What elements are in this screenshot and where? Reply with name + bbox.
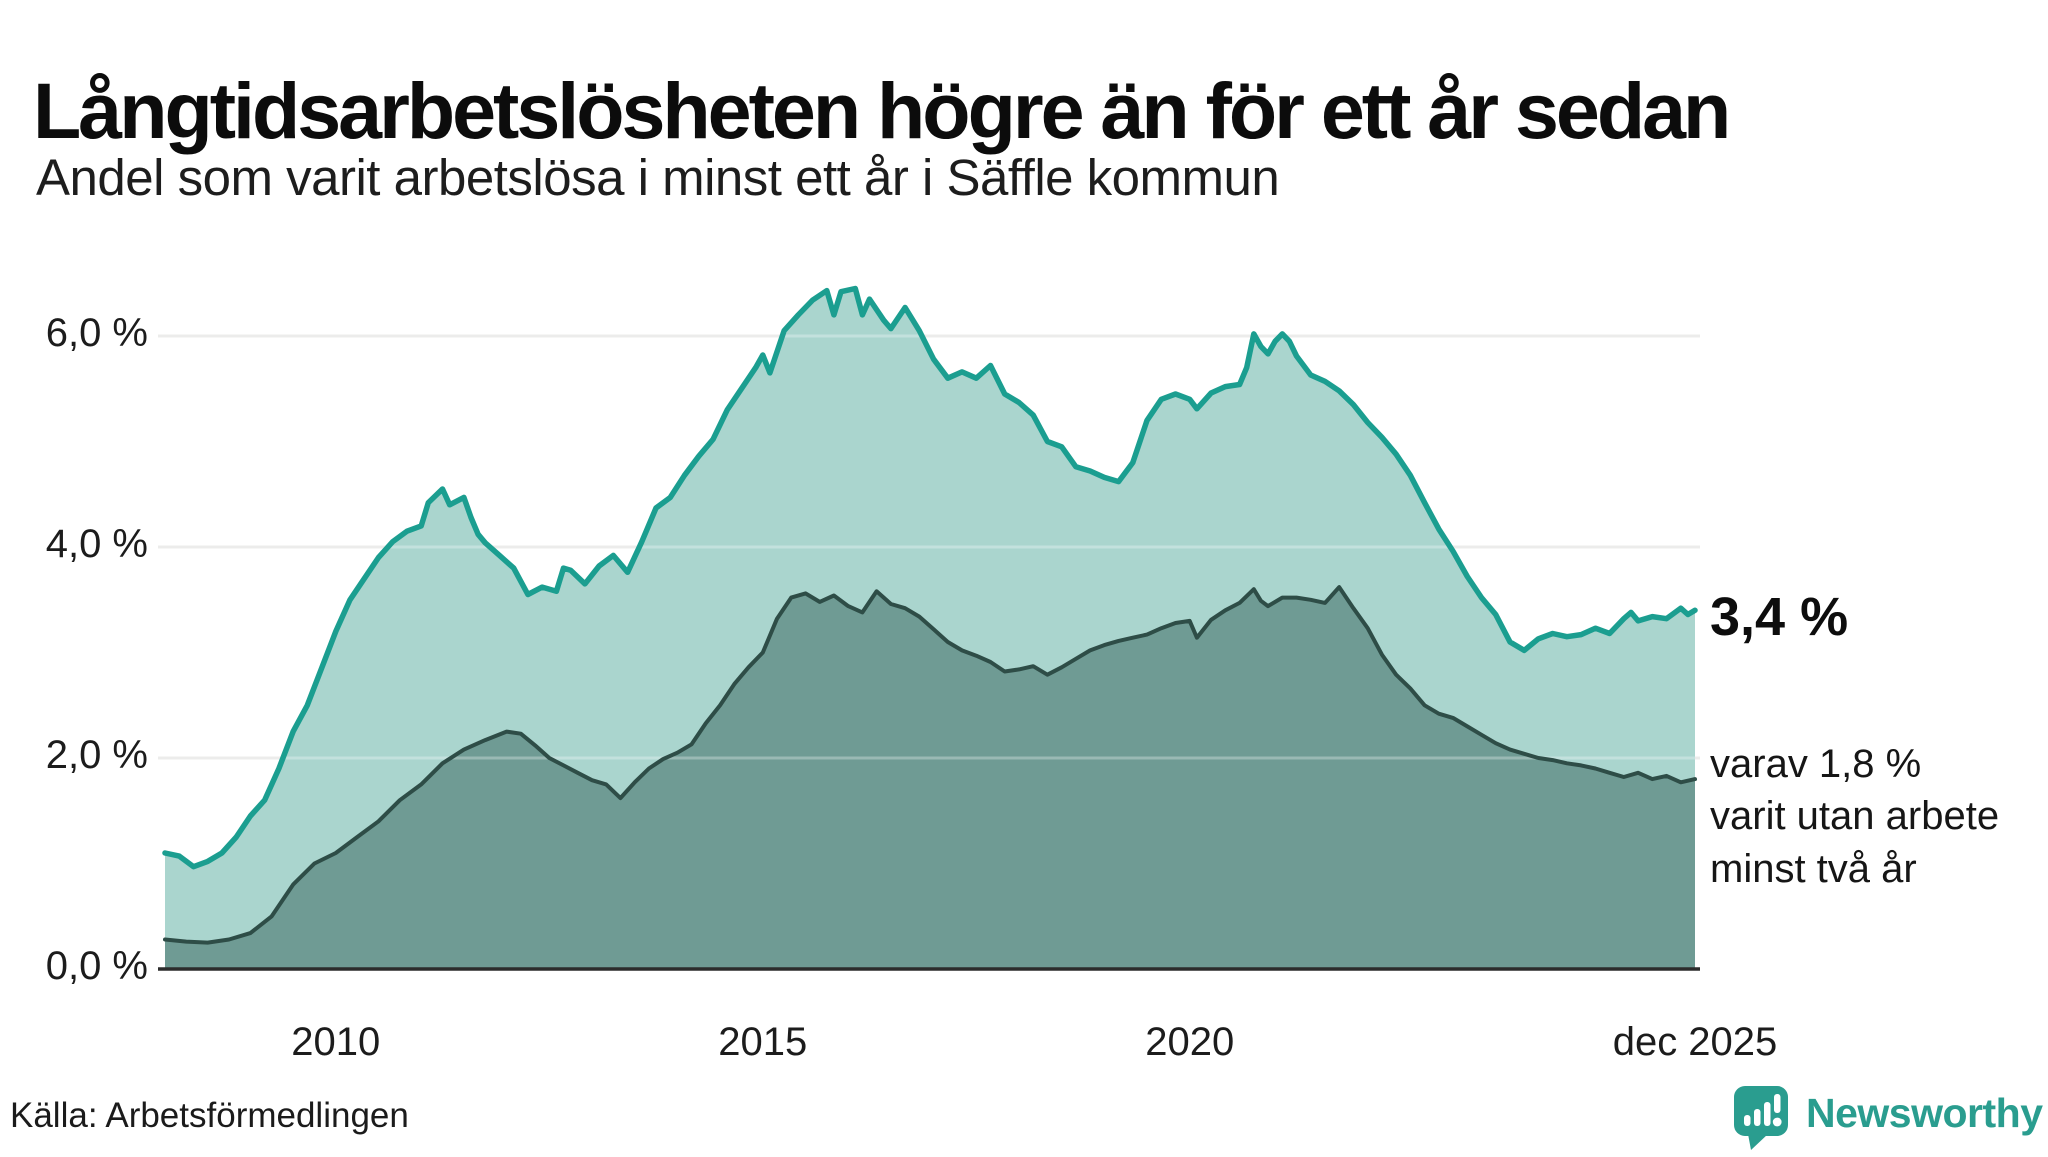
annotation-breakdown-line-2: varit utan arbete bbox=[1710, 794, 2000, 839]
annotation-latest-total: 3,4 % bbox=[1710, 587, 1849, 647]
y-tick-label-2: 2,0 % bbox=[45, 733, 148, 777]
newsworthy-icon bbox=[1734, 1086, 1788, 1150]
chart-line-two-year bbox=[163, 585, 1697, 945]
annotation-two-year-breakdown: varav 1,8 % varit utan arbete minst två … bbox=[1710, 738, 1999, 895]
x-tick-label-2010: 2010 bbox=[291, 1020, 381, 1064]
brand-logo: Newsworthy bbox=[1732, 1082, 2043, 1152]
y-tick-label-6: 6,0 % bbox=[45, 311, 148, 355]
chart-gridline-overlay bbox=[158, 334, 1700, 760]
x-tick-label-2020: 2020 bbox=[1145, 1020, 1235, 1064]
page-title: Långtidsarbetslösheten högre än för ett … bbox=[33, 65, 1731, 155]
chart-line-total bbox=[162, 285, 1698, 870]
y-tick-label-0: 0,0 % bbox=[45, 944, 148, 988]
source-note: Källa: Arbetsförmedlingen bbox=[10, 1096, 409, 1135]
x-tick-label-2015: 2015 bbox=[718, 1020, 808, 1064]
y-tick-label-4: 4,0 % bbox=[45, 522, 148, 566]
annotation-breakdown-line-3: minst två år bbox=[1710, 846, 1917, 891]
annotation-breakdown-line-1: varav 1,8 % bbox=[1710, 742, 1922, 786]
chart-area-two-year bbox=[165, 587, 1695, 969]
page-subtitle: Andel som varit arbetslösa i minst ett å… bbox=[36, 149, 1280, 206]
brand-name: Newsworthy bbox=[1806, 1090, 2043, 1136]
x-tick-label-dec-2025: dec 2025 bbox=[1612, 1020, 1778, 1064]
